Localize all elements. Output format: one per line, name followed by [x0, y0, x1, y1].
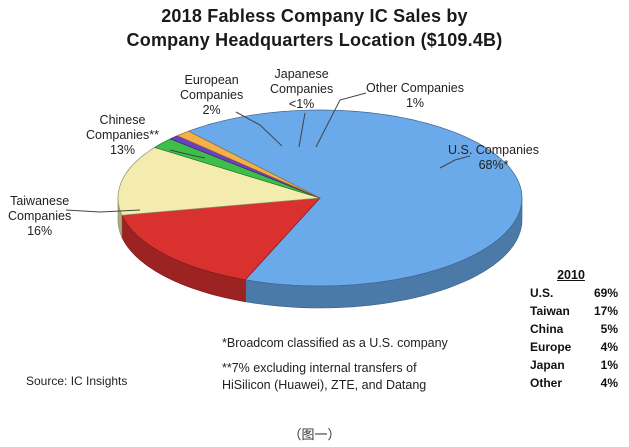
footnote-hisilicon-line2: HiSilicon (Huawei), ZTE, and Datang: [222, 378, 427, 392]
slice-label-us-line2: 68%*: [478, 158, 509, 172]
slice-label-china: Chinese Companies** 13%: [86, 113, 159, 158]
footnote-hisilicon-line1: **7% excluding internal transfers of: [222, 361, 417, 375]
figure-caption: （图一）: [288, 427, 341, 442]
pie-slice-us: [187, 109, 523, 287]
slice-label-japan-line3: <1%: [288, 97, 315, 111]
legend-2010-name: Taiwan: [530, 304, 570, 318]
legend-2010-value: 69%: [593, 286, 618, 300]
slice-label-taiwan-line1: Taiwanese: [10, 194, 70, 208]
legend-2010-row: Other 4%: [530, 374, 618, 392]
leader-us: [439, 155, 471, 169]
pie-slice-europe: [153, 138, 321, 199]
slice-label-japan: Japanese Companies <1%: [270, 67, 333, 112]
legend-2010-name: Other: [530, 376, 563, 390]
slice-label-taiwan-line3: 16%: [27, 224, 53, 238]
leader-taiwan: [65, 209, 141, 213]
legend-2010-row: Taiwan 17%: [530, 302, 618, 320]
leader-japan: [298, 112, 306, 148]
slice-label-us: U.S. Companies 68%*: [448, 143, 539, 173]
legend-2010-name: Europe: [530, 340, 572, 354]
pie-slice-japan: [169, 135, 321, 199]
legend-2010-row: Europe 4%: [530, 338, 618, 356]
legend-2010-value: 4%: [600, 376, 618, 390]
pie-slice-china: [117, 147, 321, 216]
slice-label-other-line1: Other Companies: [366, 81, 464, 95]
footnote-broadcom: *Broadcom classified as a U.S. company: [222, 336, 448, 350]
slice-label-taiwan: Taiwanese Companies 16%: [8, 194, 71, 239]
legend-2010-name: U.S.: [530, 286, 554, 300]
leader-europe: [235, 111, 283, 147]
pie-slice-other: [176, 130, 321, 199]
slice-label-europe-line2: Companies: [180, 88, 244, 102]
legend-2010-value: 5%: [600, 322, 618, 336]
legend-2010: 2010 U.S. 69% Taiwan 17% China 5% Europe 4% …: [530, 268, 618, 392]
chart-figure: 2018 Fabless Company IC Sales by Company…: [8, 6, 618, 392]
chart-title-line1: 2018 Fabless Company IC Sales by: [161, 6, 468, 26]
slice-label-china-line2: Companies**: [86, 128, 159, 142]
legend-2010-value: 4%: [600, 340, 618, 354]
legend-2010-value: 17%: [593, 304, 618, 318]
slice-label-china-line3: 13%: [109, 143, 135, 157]
source-credit: Source: IC Insights: [26, 374, 128, 388]
slice-label-us-line1: U.S. Companies: [448, 143, 540, 157]
slice-label-china-line1: Chinese: [99, 113, 146, 127]
slice-label-europe-line1: European: [184, 73, 239, 87]
legend-2010-row: Japan 1%: [530, 356, 618, 374]
leader-other: [315, 92, 367, 148]
legend-2010-name: Japan: [530, 358, 565, 372]
leader-china: [169, 149, 206, 159]
slice-label-japan-line1: Japanese: [274, 67, 329, 81]
pie-slice-taiwan: [121, 197, 321, 281]
slice-label-europe: European Companies 2%: [180, 73, 243, 118]
slice-label-taiwan-line2: Companies: [8, 209, 72, 223]
slice-label-japan-line2: Companies: [270, 82, 334, 96]
chart-title-line2: Company Headquarters Location ($109.4B): [126, 30, 503, 50]
pie-chart: [65, 92, 523, 309]
slice-label-europe-line3: 2%: [202, 103, 221, 117]
slice-label-other-line2: 1%: [405, 96, 425, 110]
legend-2010-value: 1%: [600, 358, 618, 372]
legend-2010-header: 2010: [557, 268, 585, 282]
legend-2010-row: China 5%: [530, 320, 618, 338]
legend-2010-name: China: [530, 322, 564, 336]
legend-2010-row: U.S. 69%: [530, 284, 618, 302]
slice-label-other: Other Companies 1%: [366, 81, 464, 111]
